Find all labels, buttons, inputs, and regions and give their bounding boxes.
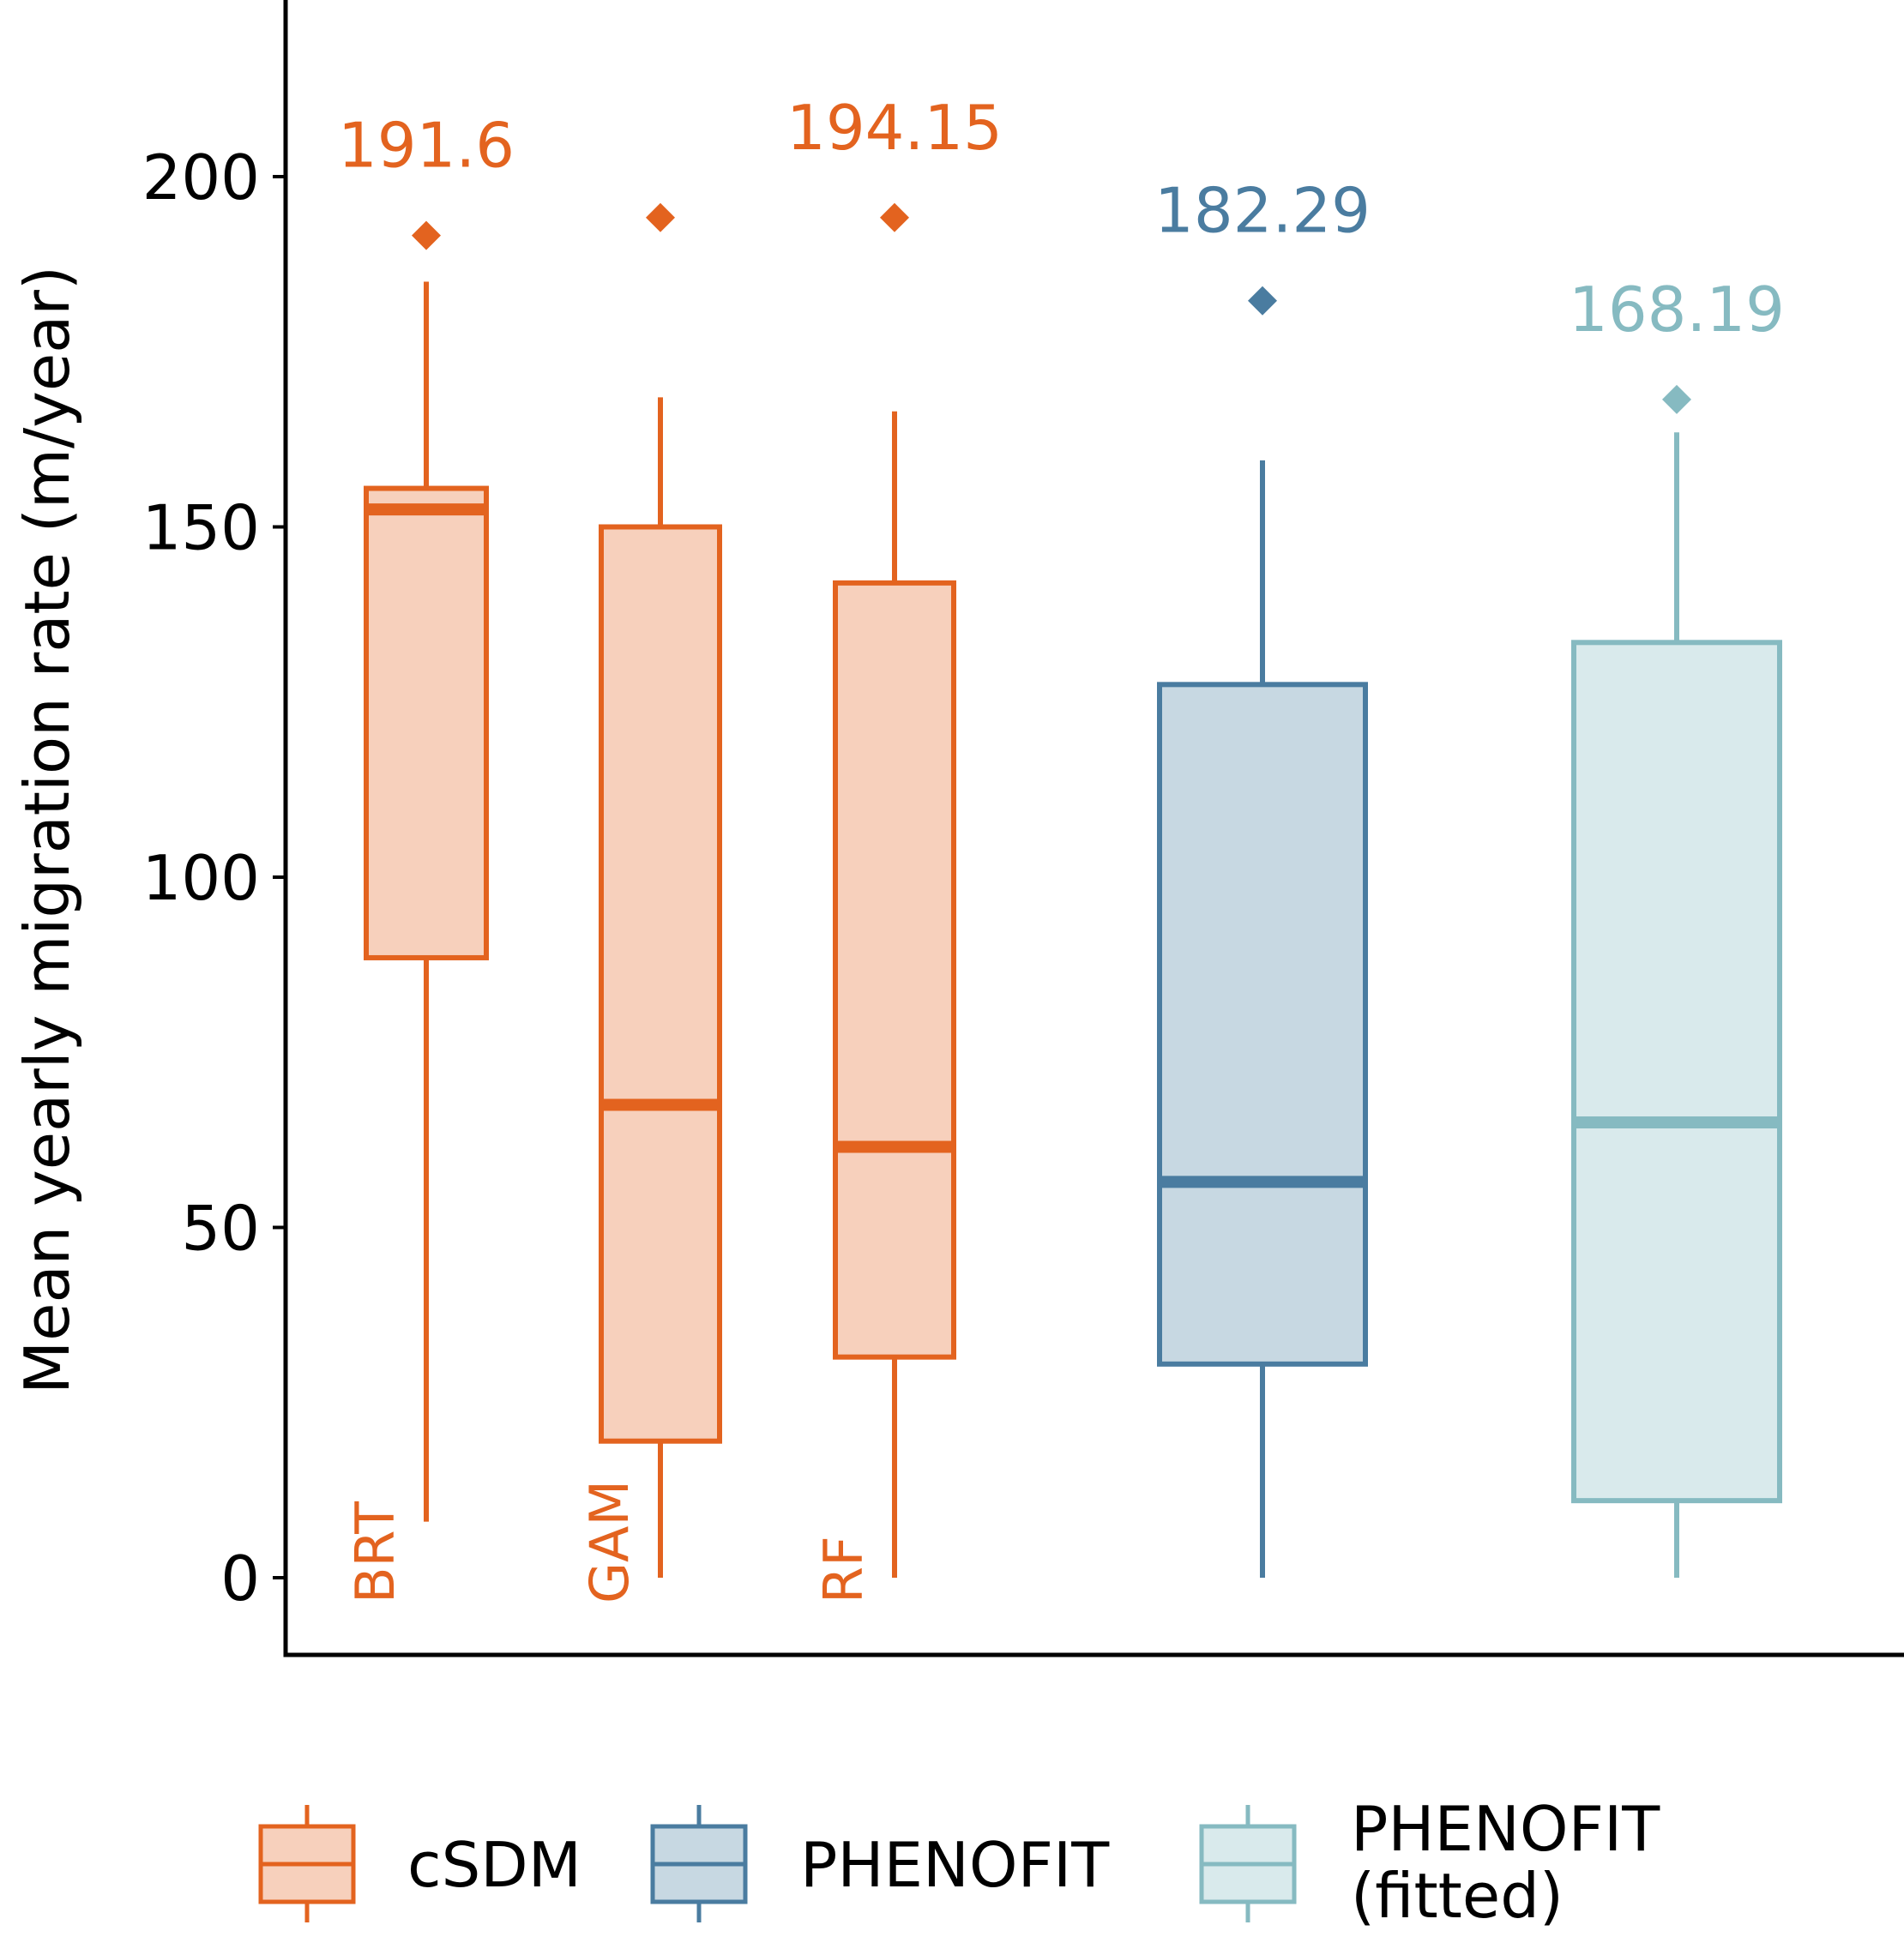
box-series: 191.6 BRT GAM 194.15 RF 182.29 168.19 [338,92,1785,1603]
mean-label: 191.6 [338,110,515,182]
y-tick-label: 200 [142,141,260,214]
mean-marker [880,202,909,232]
legend: cSDM PHENOFIT PHENOFIT(fitted) [258,1793,1660,1932]
iqr-box [599,524,722,1444]
y-tick-label: 50 [181,1193,260,1265]
iqr-box [833,580,956,1360]
category-label: BRT [344,1501,407,1603]
legend-item-phenofit-fitted-: PHENOFIT(fitted) [1199,1793,1660,1932]
mean-marker [1248,286,1277,316]
box-rf: 194.15 RF [786,92,1003,1603]
y-tick-label: 100 [142,842,260,914]
legend-item-csdm: cSDM [258,1805,581,1922]
iqr-box [364,485,489,960]
mean-label: 194.15 [786,92,1003,164]
y-axis: 0 50 100 150 200 [142,0,288,1657]
mean-marker [1662,384,1691,414]
y-tick-label: 0 [220,1543,260,1615]
legend-item-phenofit: PHENOFIT [650,1805,1110,1922]
mean-marker [412,220,441,250]
y-axis-label: Mean yearly migration rate (m/year) [11,266,83,1394]
category-label: GAM [578,1480,641,1603]
box-gam: GAM [578,202,722,1603]
mean-marker [646,202,675,232]
box-phenofit: 182.29 [1154,175,1371,1578]
category-label: RF [812,1536,875,1603]
legend-label: (fitted) [1351,1860,1564,1932]
box-brt: 191.6 BRT [338,110,515,1603]
iqr-box [1571,640,1782,1504]
iqr-box [1157,682,1368,1367]
legend-label: cSDM [407,1829,581,1901]
box-phenofit-fitted-: 168.19 [1569,274,1785,1578]
y-tick-label: 150 [142,492,260,564]
legend-label: PHENOFIT [800,1829,1110,1901]
legend-label: PHENOFIT [1351,1793,1660,1865]
mean-label: 182.29 [1154,175,1371,247]
mean-label: 168.19 [1569,274,1785,346]
